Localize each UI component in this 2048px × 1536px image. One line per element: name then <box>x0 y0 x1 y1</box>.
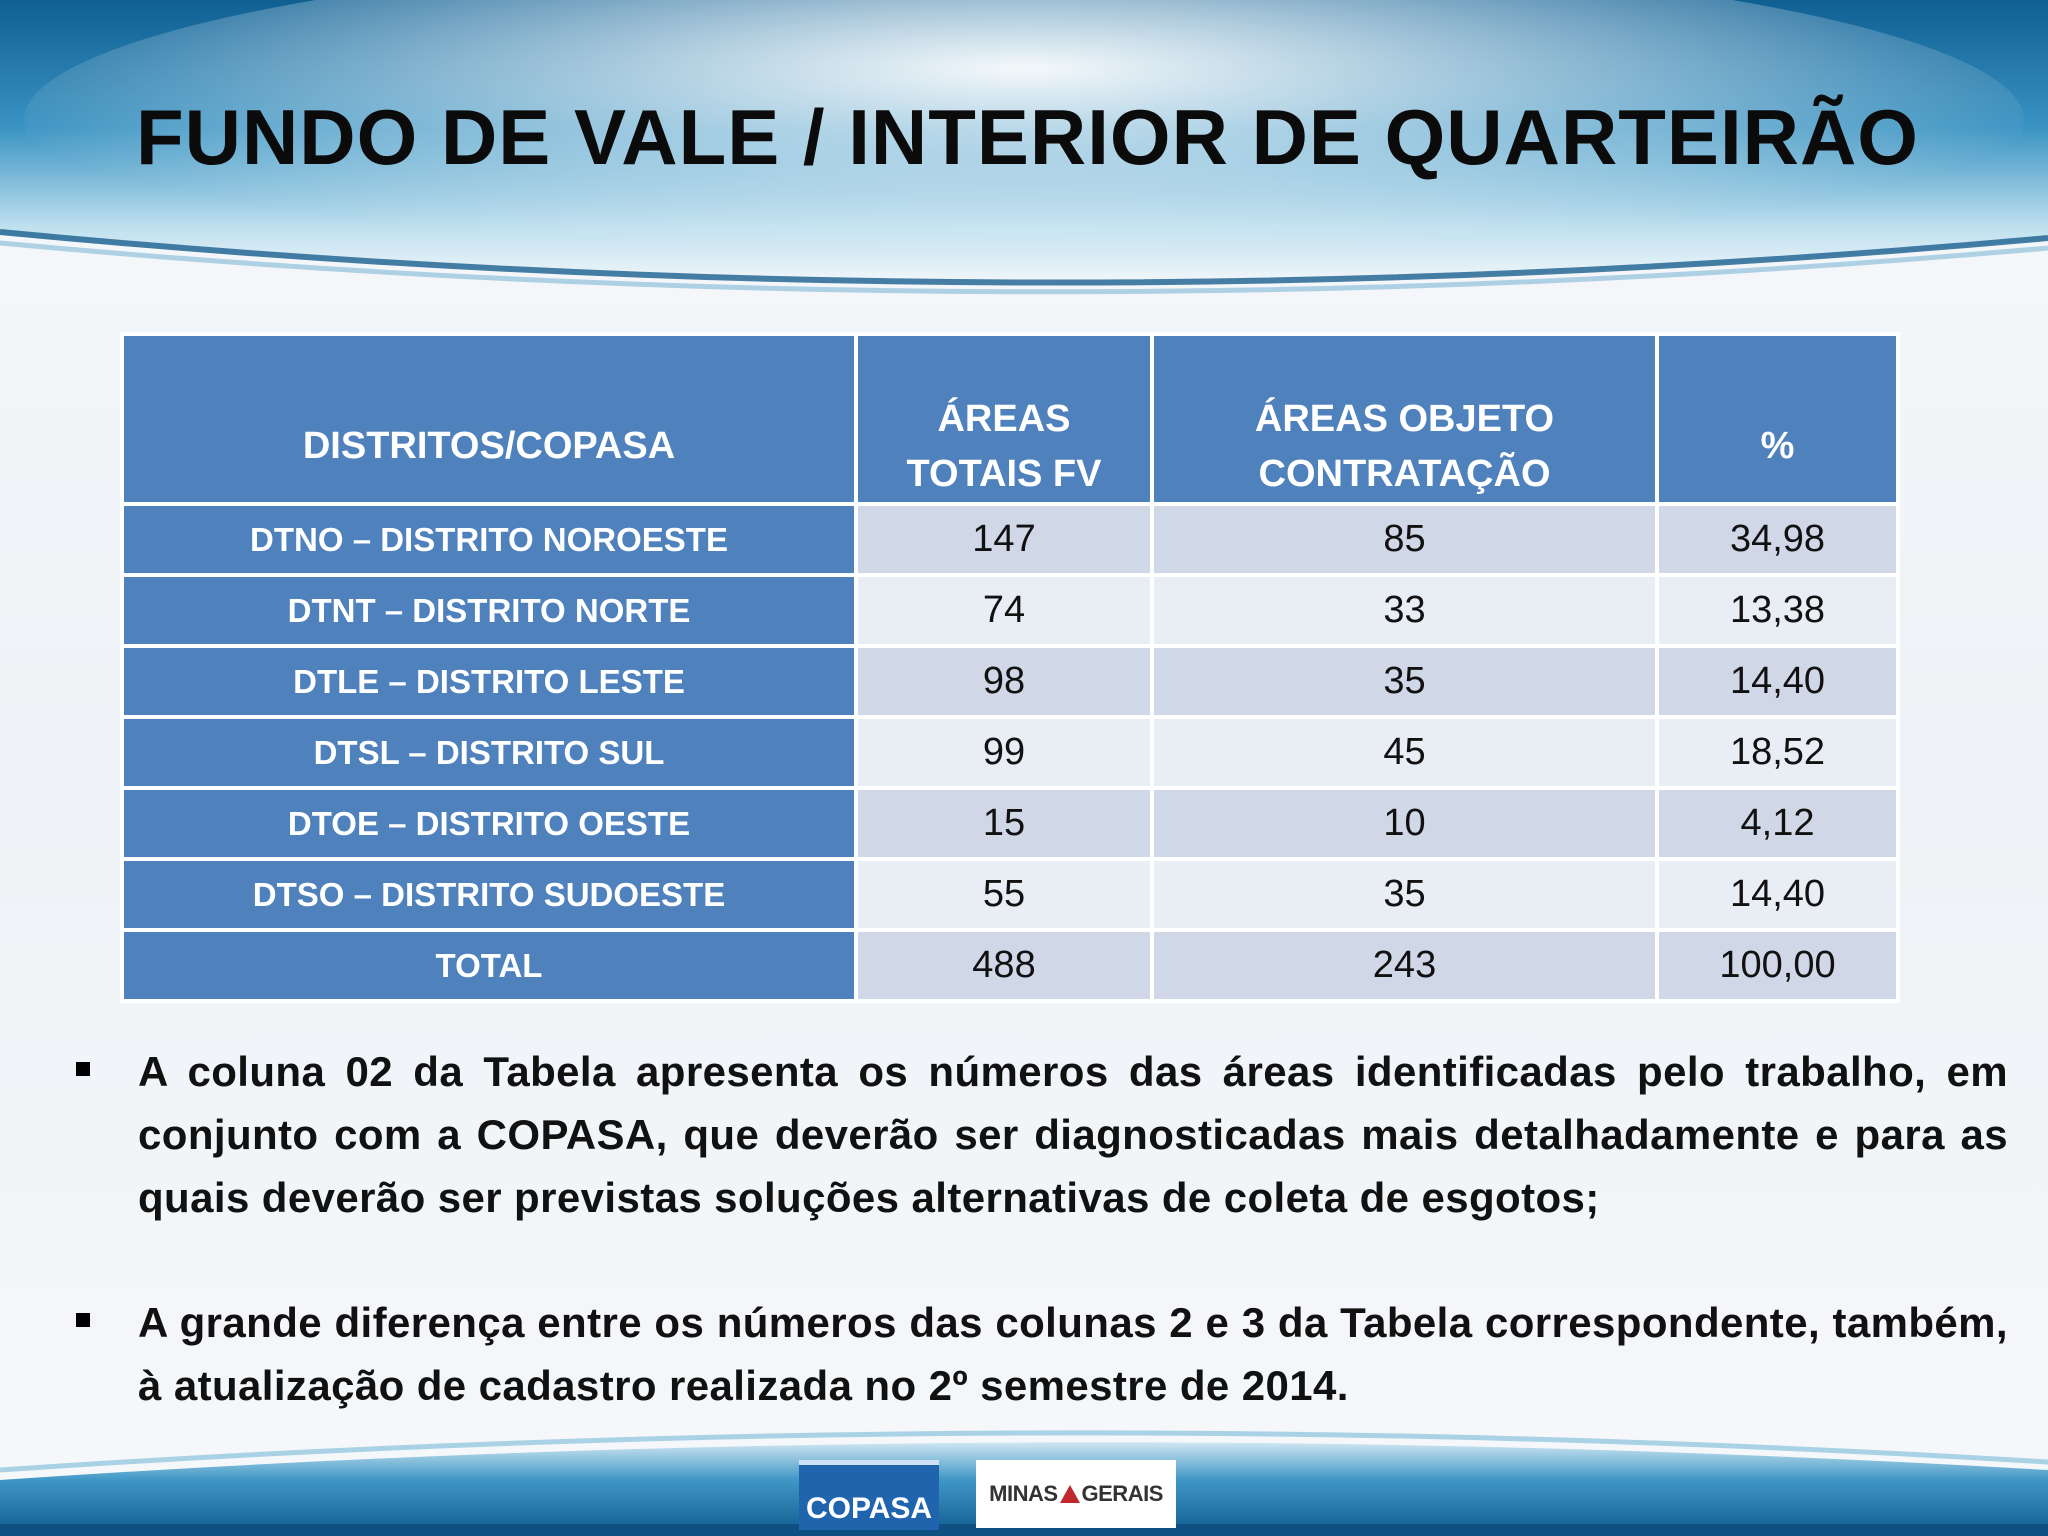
percent-value: 13,38 <box>1655 573 1900 648</box>
bullet-text: A coluna 02 da Tabela apresenta os númer… <box>138 1048 2008 1221</box>
district-name: DTSO – DISTRITO SUDOESTE <box>120 857 858 932</box>
square-bullet-icon <box>76 1313 90 1327</box>
table-row: DTSO – DISTRITO SUDOESTE 55 35 14,40 <box>120 857 1900 932</box>
total-areas-value: 98 <box>854 644 1154 719</box>
district-name: DTNT – DISTRITO NORTE <box>120 573 858 648</box>
minas-gerais-logo: MINAS GERAIS <box>976 1460 1176 1528</box>
header-total-areas: ÁREAS TOTAIS FV <box>854 332 1154 506</box>
header-contract-areas: ÁREAS OBJETO CONTRATAÇÃO <box>1150 332 1659 506</box>
contract-areas-value: 33 <box>1150 573 1659 648</box>
total-areas-value: 147 <box>854 502 1154 577</box>
contract-areas-value: 85 <box>1150 502 1659 577</box>
total-areas-value: 15 <box>854 786 1154 861</box>
percent-value: 34,98 <box>1655 502 1900 577</box>
percent-sum: 100,00 <box>1655 928 1900 1003</box>
percent-value: 14,40 <box>1655 857 1900 932</box>
contract-areas-value: 45 <box>1150 715 1659 790</box>
district-name: DTLE – DISTRITO LESTE <box>120 644 858 719</box>
total-areas-value: 74 <box>854 573 1154 648</box>
minas-gerais-logo-left: MINAS <box>989 1481 1058 1506</box>
district-name: DTSL – DISTRITO SUL <box>120 715 858 790</box>
total-areas-value: 55 <box>854 857 1154 932</box>
bullet-text: A grande diferença entre os números das … <box>138 1299 2008 1409</box>
bullet-list: A coluna 02 da Tabela apresenta os númer… <box>74 1040 2008 1479</box>
contract-areas-sum: 243 <box>1150 928 1659 1003</box>
copasa-logo: COPASA <box>799 1460 939 1530</box>
minas-gerais-logo-right: GERAIS <box>1081 1481 1164 1506</box>
square-bullet-icon <box>76 1062 90 1076</box>
percent-value: 18,52 <box>1655 715 1900 790</box>
table-header-row: DISTRITOS/COPASA ÁREAS TOTAIS FV ÁREAS O… <box>120 332 1900 506</box>
table-row: DTSL – DISTRITO SUL 99 45 18,52 <box>120 715 1900 790</box>
header-total-areas-label: ÁREAS TOTAIS FV <box>906 398 1102 495</box>
table-row: DTNO – DISTRITO NOROESTE 147 85 34,98 <box>120 502 1900 577</box>
district-name: DTOE – DISTRITO OESTE <box>120 786 858 861</box>
contract-areas-value: 10 <box>1150 786 1659 861</box>
total-areas-value: 99 <box>854 715 1154 790</box>
header-districts-label: DISTRITOS/COPASA <box>302 425 676 467</box>
contract-areas-value: 35 <box>1150 644 1659 719</box>
bullet-item: A grande diferença entre os números das … <box>74 1291 2008 1417</box>
triangle-icon <box>1059 1485 1080 1503</box>
copasa-logo-text: COPASA <box>805 1492 933 1525</box>
district-name: DTNO – DISTRITO NOROESTE <box>120 502 858 577</box>
contract-areas-value: 35 <box>1150 857 1659 932</box>
header-percent-label: % <box>1760 425 1795 467</box>
percent-value: 4,12 <box>1655 786 1900 861</box>
table-row: DTLE – DISTRITO LESTE 98 35 14,40 <box>120 644 1900 719</box>
table-total-row: TOTAL 488 243 100,00 <box>120 928 1900 1003</box>
header-percent: % <box>1655 332 1900 506</box>
table-row: DTOE – DISTRITO OESTE 15 10 4,12 <box>120 786 1900 861</box>
table-row: DTNT – DISTRITO NORTE 74 33 13,38 <box>120 573 1900 648</box>
percent-value: 14,40 <box>1655 644 1900 719</box>
header-contract-areas-label: ÁREAS OBJETO CONTRATAÇÃO <box>1254 398 1555 495</box>
total-areas-sum: 488 <box>854 928 1154 1003</box>
header-districts: DISTRITOS/COPASA <box>120 332 858 506</box>
bullet-item: A coluna 02 da Tabela apresenta os númer… <box>74 1040 2008 1229</box>
slide-title: FUNDO DE VALE / INTERIOR DE QUARTEIRÃO <box>136 93 1919 181</box>
total-label: TOTAL <box>120 928 858 1003</box>
districts-table: DISTRITOS/COPASA ÁREAS TOTAIS FV ÁREAS O… <box>120 332 1900 1003</box>
